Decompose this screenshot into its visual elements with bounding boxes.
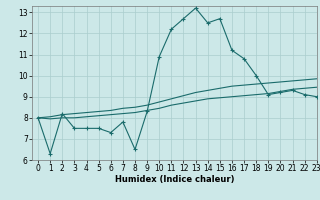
X-axis label: Humidex (Indice chaleur): Humidex (Indice chaleur)	[115, 175, 234, 184]
